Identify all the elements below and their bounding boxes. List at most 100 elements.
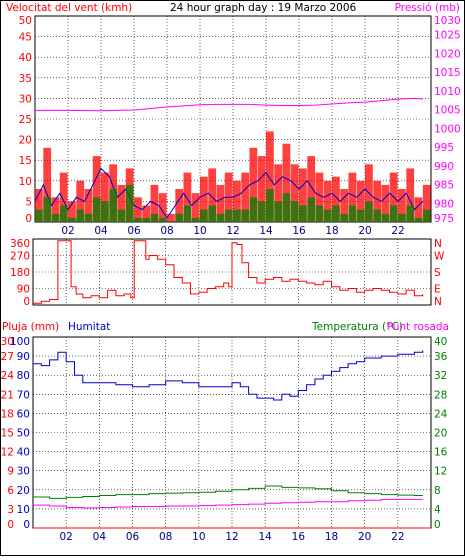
x-tick-label: 18	[325, 531, 338, 543]
right-axis-tick-label: 8	[434, 485, 441, 497]
left-axis-tick-label: 20	[19, 135, 32, 147]
right-axis-tick-label: 1020	[434, 48, 461, 60]
low-bar	[158, 217, 167, 222]
gust-bar	[43, 147, 52, 222]
gust-bar	[266, 131, 274, 222]
left-axis-tick-label: 30	[17, 466, 30, 478]
left-axis-tick-label: 90	[17, 284, 30, 296]
right-axis-tick-label: 16	[434, 447, 448, 459]
low-bar	[356, 209, 365, 222]
right-axis-tick-label: 24	[434, 408, 448, 420]
low-bar	[117, 209, 126, 222]
left-axis-tick-label: 60	[17, 408, 30, 420]
right-axis-tick-label: 12	[434, 466, 447, 478]
low-bar	[35, 209, 43, 222]
low-bar	[381, 213, 390, 222]
x-tick-label: 12	[226, 225, 239, 237]
left-axis-tick-label: 180	[10, 267, 30, 279]
gust-bar	[208, 168, 217, 222]
low-bar	[224, 209, 233, 222]
right-axis-tick-label: N	[434, 238, 442, 250]
left-axis-tick-label: 40	[19, 52, 32, 64]
low-bar	[101, 201, 109, 222]
gust-bar	[414, 197, 423, 222]
average-line	[34, 167, 424, 219]
left-axis-tick-label: 40	[17, 447, 30, 459]
right-axis-tick-label: 4	[434, 504, 441, 516]
gust-bar	[233, 180, 241, 222]
left-axis-tick-label: 3	[7, 504, 14, 516]
gust-bar	[323, 180, 332, 222]
right-axis-tick-label: S	[434, 267, 441, 279]
x-tick-label: 02	[61, 225, 74, 237]
gust-bar	[175, 189, 184, 222]
gust-bar	[249, 147, 258, 222]
right-axis-tick-label: 980	[434, 198, 454, 210]
left-axis-tick-label: 6	[7, 485, 14, 497]
low-bar	[208, 205, 217, 222]
left-axis-tick-label: 27	[1, 351, 14, 363]
direction-line	[33, 240, 424, 304]
low-bar	[414, 217, 423, 222]
low-bar	[216, 213, 225, 222]
gust-bar	[101, 172, 109, 222]
low-bar	[142, 217, 151, 222]
gust-bar	[274, 164, 283, 222]
gust-bar	[216, 184, 225, 222]
low-bar	[266, 189, 274, 222]
gust-bar	[200, 176, 208, 222]
right-axis-tick-label: 1010	[434, 86, 461, 98]
left-axis-tick-label: 24	[1, 370, 15, 382]
x-tick-label: 20	[358, 531, 371, 543]
low-bar	[398, 213, 406, 222]
gust-bar	[183, 172, 192, 222]
left-axis-tick-label: 270	[10, 251, 30, 263]
low-bar	[389, 205, 398, 222]
low-bar	[51, 213, 60, 222]
right-axis-tick-label: 995	[434, 142, 454, 154]
gust-bar	[406, 168, 415, 222]
low-bar	[274, 201, 283, 222]
gust-bar	[299, 168, 307, 222]
right-axis-tick-label: 1005	[434, 105, 461, 117]
left-axis-tick-label: 5	[25, 196, 32, 208]
low-bar	[257, 201, 266, 222]
left-axis-tick-label: 0	[7, 519, 14, 531]
left-axis-tick-label: 0	[23, 519, 30, 531]
chart-panels: 02 04 06 08 10 12 14 16 18 20 22051015202530354045…	[1, 15, 461, 543]
low-bar	[290, 201, 299, 222]
right-axis-tick-label: 36	[434, 351, 448, 363]
low-bar	[365, 201, 373, 222]
low-bar	[340, 213, 349, 222]
left-axis-tick-label: 30	[1, 336, 14, 348]
gust-bar	[51, 197, 60, 222]
left-axis-tick-label: 25	[19, 114, 32, 126]
left-axis-tick-label: 18	[1, 408, 14, 420]
left-axis-tick-label: 15	[19, 155, 32, 167]
x-tick-label: 02	[59, 531, 72, 543]
right-axis-tick-label: 20	[434, 428, 447, 440]
low-bar	[233, 209, 241, 222]
low-bar	[191, 217, 200, 222]
rain-axis-label: Pluja (mm)	[2, 321, 59, 333]
left-axis-tick-label: 30	[19, 93, 32, 105]
left-axis-tick-label: 90	[17, 351, 30, 363]
right-axis-tick-label: 40	[434, 336, 447, 348]
pressure-axis-label: Pressió (mb)	[395, 2, 460, 14]
low-bar	[307, 197, 316, 222]
left-axis-tick-label: 80	[17, 370, 30, 382]
x-tick-label: 16	[292, 531, 306, 543]
left-axis-tick-label: 50	[19, 15, 32, 27]
low-bar	[175, 213, 184, 222]
low-bar	[299, 205, 307, 222]
x-tick-label: 18	[325, 225, 338, 237]
humidity-axis-label: Humitat	[68, 321, 110, 333]
gust-bar	[117, 184, 126, 222]
right-axis-tick-label: N	[434, 296, 442, 308]
gust-bar	[381, 184, 390, 222]
right-axis-tick-label: 975	[434, 213, 454, 225]
x-tick-label: 20	[358, 225, 371, 237]
right-axis-tick-label: 1015	[434, 67, 461, 79]
gust-bar	[59, 172, 68, 222]
